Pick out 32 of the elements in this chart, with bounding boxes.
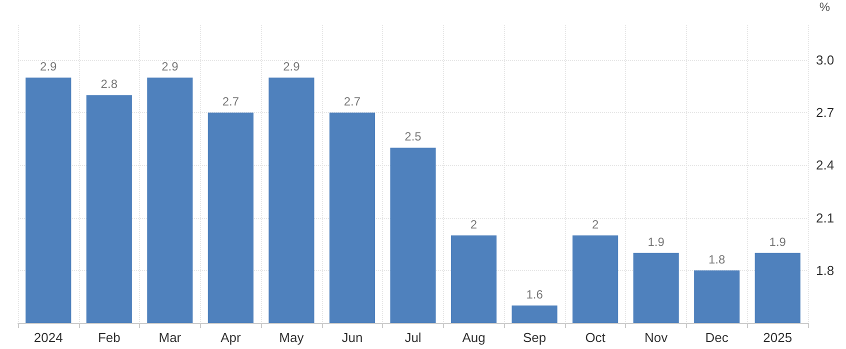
x-tick-label: Apr	[220, 330, 242, 345]
x-tick-label: Dec	[705, 330, 729, 345]
x-tick-label: 2024	[34, 330, 63, 345]
data-label: 2.9	[162, 60, 179, 74]
data-label: 1.8	[708, 252, 726, 266]
y-tick-label: 2.4	[816, 158, 834, 173]
data-label: 2.5	[404, 130, 422, 144]
x-tick-label: Aug	[462, 330, 486, 345]
x-tick-label: Nov	[644, 330, 668, 345]
x-tick-label: 2025	[763, 330, 792, 345]
x-tick-label: Jul	[404, 330, 422, 345]
y-tick-label: 3.0	[816, 52, 834, 68]
data-label: 2	[470, 217, 478, 232]
y-tick-label: 1.8	[816, 262, 834, 278]
data-label: 1.9	[648, 234, 665, 249]
data-label: 2.7	[222, 94, 240, 109]
x-tick-label: May	[279, 330, 304, 345]
data-label: 1.9	[769, 234, 786, 249]
x-tick-label: Jun	[342, 330, 363, 345]
x-tick-label: Mar	[158, 330, 182, 345]
data-label: 2.9	[283, 60, 300, 74]
y-tick-label: 2.7	[816, 105, 834, 120]
data-label: 2.7	[344, 94, 361, 109]
y-tick-label: 2.1	[816, 210, 834, 226]
data-label: 1.6	[526, 287, 544, 302]
x-tick-label: Oct	[585, 330, 606, 345]
data-label: 2	[592, 217, 599, 232]
data-label: 2.8	[100, 77, 118, 92]
x-tick-label: Sep	[522, 330, 546, 345]
x-tick-label: Feb	[98, 330, 120, 345]
data-label: 2.9	[40, 60, 58, 74]
y-axis-title: %	[819, 0, 830, 14]
